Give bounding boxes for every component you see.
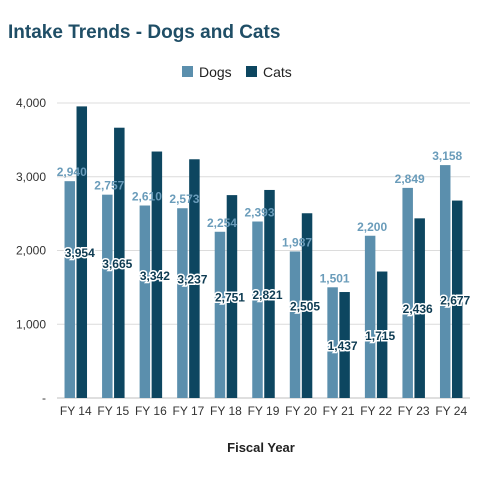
x-axis-title: Fiscal Year — [227, 440, 295, 455]
data-label-cats: 2,751 — [215, 291, 245, 305]
data-label-cats: 2,821 — [252, 288, 282, 302]
bar-dogs — [139, 205, 151, 398]
bar-cats — [376, 271, 388, 398]
data-label-cats: 3,342 — [140, 269, 170, 283]
x-axis: FY 14 FY 15 FY 16 FY 17 FY 18 FY 19 FY 20 FY 21… — [60, 404, 468, 418]
bar-cats — [76, 106, 88, 398]
data-label-dogs: 1,987 — [282, 235, 312, 249]
bar-dogs — [102, 194, 113, 398]
data-label-dogs: 2,849 — [395, 172, 425, 186]
data-label-cats: 3,954 — [65, 246, 95, 260]
bar-cats — [189, 159, 200, 398]
x-tick-label: FY 18 — [210, 404, 242, 418]
legend-label: Dogs — [199, 64, 232, 80]
data-label-dogs: 2,940 — [57, 165, 87, 179]
data-label-cats: 3,665 — [102, 257, 132, 271]
legend-label: Cats — [263, 64, 292, 80]
bar-dogs — [364, 235, 376, 398]
y-axis: - 1,000 2,000 3,000 4,000 — [16, 96, 46, 405]
y-tick-label: 3,000 — [16, 170, 46, 184]
chart-title: Intake Trends - Dogs and Cats — [8, 22, 281, 43]
bars — [64, 106, 463, 399]
data-label-dogs: 2,200 — [357, 220, 387, 234]
bar-dogs — [327, 287, 338, 398]
data-label-dogs: 2,573 — [169, 192, 199, 206]
data-label-cats: 2,677 — [440, 293, 470, 307]
x-tick-label: FY 14 — [60, 404, 92, 418]
data-label-cats: 1,437 — [328, 339, 358, 353]
data-labels: 2,940 3,954 2,757 3,665 2,610 3,342 2,573 3,237… — [57, 149, 472, 354]
bar-dogs — [214, 231, 226, 398]
x-tick-label: FY 24 — [435, 404, 467, 418]
data-label-cats: 3,237 — [177, 273, 207, 287]
legend: Dogs Cats — [182, 64, 292, 80]
bar-cats — [414, 218, 425, 398]
bar-dogs — [64, 181, 76, 398]
data-label-dogs: 2,610 — [132, 190, 162, 204]
y-tick-label: 1,000 — [16, 317, 46, 331]
y-tick-label: - — [42, 391, 46, 405]
data-label-dogs: 1,501 — [320, 271, 350, 285]
bar-dogs — [439, 165, 451, 398]
x-tick-label: FY 17 — [173, 404, 205, 418]
bar-cats — [339, 292, 350, 398]
bar-dogs — [252, 221, 263, 398]
gridlines — [57, 102, 470, 399]
bar-cats — [301, 213, 313, 398]
data-label-dogs: 2,393 — [244, 206, 274, 220]
x-tick-label: FY 23 — [398, 404, 430, 418]
legend-swatch — [182, 66, 193, 77]
bar-cats — [114, 127, 125, 399]
bar-cats — [451, 200, 463, 398]
x-tick-label: FY 19 — [248, 404, 280, 418]
data-label-dogs: 3,158 — [432, 149, 462, 163]
legend-swatch — [246, 66, 257, 77]
bar-cats — [264, 189, 275, 398]
bar-dogs — [177, 208, 188, 398]
data-label-cats: 2,436 — [403, 302, 433, 316]
bar-dogs — [402, 187, 413, 398]
bar-dogs — [289, 251, 301, 398]
y-tick-label: 2,000 — [16, 244, 46, 258]
x-tick-label: FY 21 — [323, 404, 355, 418]
data-label-dogs: 2,254 — [207, 216, 237, 230]
y-tick-label: 4,000 — [16, 96, 46, 110]
x-tick-label: FY 16 — [135, 404, 167, 418]
data-label-cats: 2,505 — [290, 300, 320, 314]
bar-cats — [226, 195, 238, 398]
x-tick-label: FY 20 — [285, 404, 317, 418]
data-label-dogs: 2,757 — [94, 179, 124, 193]
bar-cats — [151, 151, 163, 398]
x-tick-label: FY 22 — [360, 404, 392, 418]
x-tick-label: FY 15 — [97, 404, 129, 418]
data-label-cats: 1,715 — [365, 329, 395, 343]
